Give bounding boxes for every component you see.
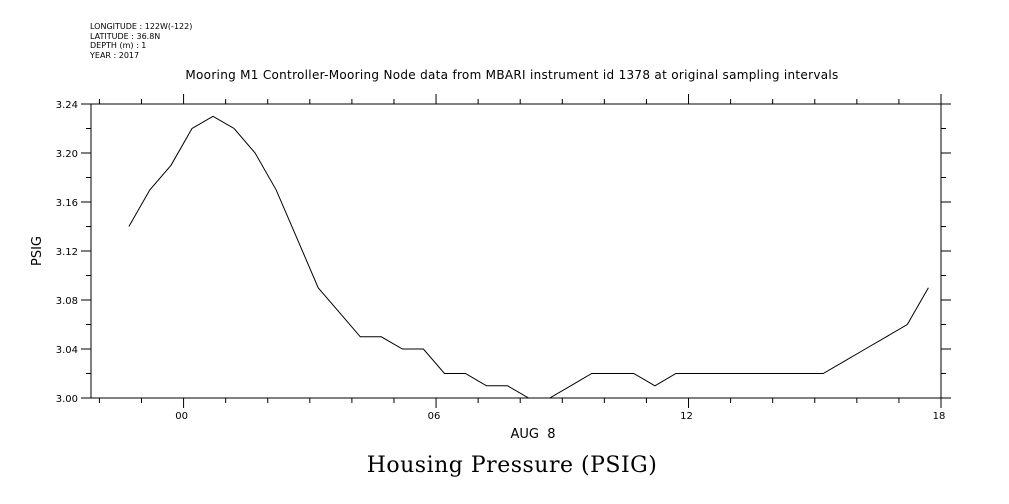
y-tick-label: 3.24 [56, 100, 78, 111]
y-tick-label: 3.00 [56, 394, 78, 405]
x-axis-ticks: 00 06 12 18 [98, 94, 946, 422]
metadata-year: YEAR : 2017 [90, 50, 140, 60]
y-tick-label: 3.16 [56, 198, 78, 209]
x-tick-label: 18 [933, 411, 946, 422]
x-tick-label: 12 [680, 411, 693, 422]
y-tick-label: 3.08 [56, 296, 78, 307]
metadata-depth: DEPTH (m) : 1 [90, 41, 147, 51]
location-metadata: LONGITUDE : 122W(-122) LATITUDE : 36.8N … [90, 22, 192, 60]
y-tick-label: 3.20 [56, 149, 78, 160]
x-tick-label: 06 [428, 411, 441, 422]
y-axis-ticks: 3.00 3.04 3.08 3.12 3.16 3.20 3.24 [56, 100, 951, 405]
y-tick-label: 3.04 [56, 345, 78, 356]
metadata-latitude: LATITUDE : 36.8N [90, 31, 161, 41]
chart-title: Mooring M1 Controller-Mooring Node data … [185, 68, 839, 82]
plot-frame [90, 103, 942, 399]
x-tick-label: 00 [175, 411, 188, 422]
y-axis-title: PSIG [30, 236, 45, 266]
x-axis-title: AUG 8 [510, 427, 555, 442]
metadata-longitude: LONGITUDE : 122W(-122) [90, 22, 193, 31]
y-tick-label: 3.12 [56, 247, 78, 258]
pressure-series-line [128, 115, 929, 399]
plot-caption: Housing Pressure (PSIG) [366, 453, 658, 478]
